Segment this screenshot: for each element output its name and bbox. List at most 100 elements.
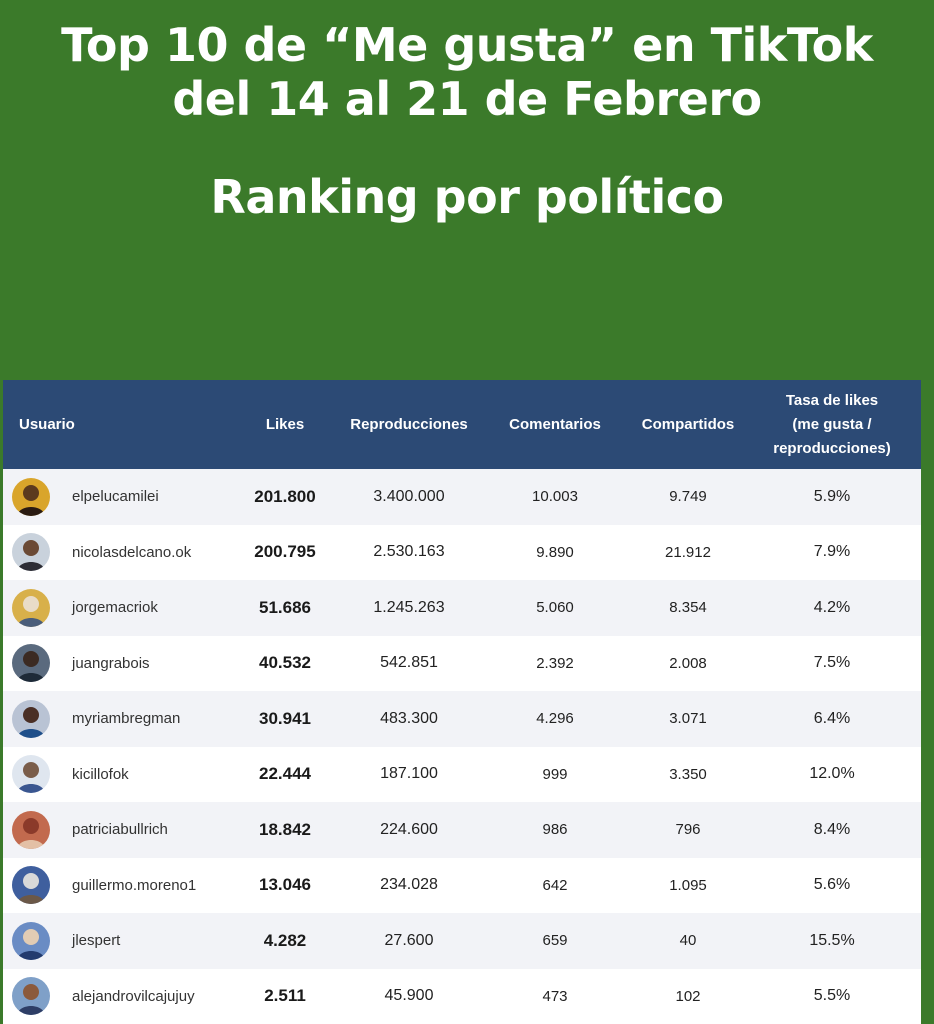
ranking-table: Usuario Likes Reproducciones Comentarios… xyxy=(3,380,921,1024)
cell-compartidos: 21.912 xyxy=(665,543,711,561)
cell-reproducciones: 224.600 xyxy=(380,820,438,838)
cell-tasa: 8.4% xyxy=(813,820,851,838)
cell-comentarios: 4.296 xyxy=(536,710,574,728)
cell-usuario: patriciabullrich xyxy=(3,802,229,858)
username: elpelucamilei xyxy=(72,488,159,506)
title-line-2: del 14 al 21 de Febrero xyxy=(172,72,762,126)
cell-tasa: 15.5% xyxy=(809,931,855,949)
header-tasa-line1: Tasa de likes xyxy=(785,391,879,409)
title-block: Top 10 de “Me gusta” en TikTok del 14 al… xyxy=(0,18,934,224)
user-cell: nicolasdelcano.ok xyxy=(12,533,229,572)
username: jorgemacriok xyxy=(72,599,158,617)
cell-compartidos: 40 xyxy=(679,932,697,950)
table-row: elpelucamilei 201.800 3.400.000 10.003 9.749… xyxy=(3,469,921,525)
table-row: jorgemacriok 51.686 1.245.263 5.060 8.354 4.2… xyxy=(3,580,921,636)
cell-compartidos: 8.354 xyxy=(669,599,707,617)
table-row: nicolasdelcano.ok 200.795 2.530.163 9.890 21… xyxy=(3,524,921,581)
cell-comentarios: 642 xyxy=(542,876,568,894)
user-cell: alejandrovilcajujuy xyxy=(12,977,229,1016)
cell-tasa: 5.9% xyxy=(813,487,851,505)
table-row: juangrabois 40.532 542.851 2.392 2.008 7.5% xyxy=(3,635,921,692)
user-cell: elpelucamilei xyxy=(12,477,229,516)
avatar-icon xyxy=(12,755,50,794)
user-cell: jorgemacriok xyxy=(12,588,229,627)
cell-reproducciones: 2.530.163 xyxy=(373,543,445,561)
cell-usuario: myriambregman xyxy=(3,691,229,747)
cell-likes: 40.532 xyxy=(259,653,311,673)
cell-comentarios: 10.003 xyxy=(532,488,578,506)
cell-tasa: 7.9% xyxy=(813,543,851,561)
cell-compartidos: 1.095 xyxy=(669,876,707,894)
avatar-icon xyxy=(12,977,50,1016)
username: nicolasdelcano.ok xyxy=(72,543,192,561)
cell-compartidos: 9.749 xyxy=(669,488,707,506)
cell-likes: 201.800 xyxy=(254,486,316,506)
user-cell: jlespert xyxy=(12,921,229,960)
cell-compartidos: 3.350 xyxy=(669,765,707,783)
avatar-icon xyxy=(12,810,50,849)
table-row: guillermo.moreno1 13.046 234.028 642 1.095 5.… xyxy=(3,857,921,914)
cell-usuario: jorgemacriok xyxy=(3,580,229,636)
user-cell: guillermo.moreno1 xyxy=(12,866,229,905)
header-usuario: Usuario xyxy=(19,415,75,433)
cell-comentarios: 659 xyxy=(542,932,568,950)
cell-comentarios: 473 xyxy=(542,987,568,1005)
cell-likes: 22.444 xyxy=(259,764,311,784)
header-compartidos: Compartidos xyxy=(641,415,735,433)
cell-reproducciones: 45.900 xyxy=(384,987,434,1005)
cell-likes: 13.046 xyxy=(259,875,311,895)
avatar-icon xyxy=(12,644,50,683)
cell-comentarios: 999 xyxy=(542,765,568,783)
avatar-icon xyxy=(12,533,50,572)
table-row: kicillofok 22.444 187.100 999 3.350 12.0% xyxy=(3,746,921,803)
cell-compartidos: 796 xyxy=(675,821,701,839)
cell-comentarios: 5.060 xyxy=(536,599,574,617)
cell-reproducciones: 187.100 xyxy=(380,765,438,783)
cell-usuario: juangrabois xyxy=(3,636,229,692)
cell-tasa: 12.0% xyxy=(809,765,855,783)
avatar-icon xyxy=(12,921,50,960)
cell-reproducciones: 483.300 xyxy=(380,709,438,727)
table-row: alejandrovilcajujuy 2.511 45.900 473 102 5.5% xyxy=(3,968,921,1024)
subtitle: Ranking por político xyxy=(210,170,724,224)
cell-compartidos: 2.008 xyxy=(669,654,707,672)
cell-reproducciones: 3.400.000 xyxy=(373,487,445,505)
cell-comentarios: 2.392 xyxy=(536,654,574,672)
user-cell: kicillofok xyxy=(12,755,229,794)
avatar-icon xyxy=(12,588,50,627)
avatar-icon xyxy=(12,866,50,905)
cell-tasa: 4.2% xyxy=(813,598,851,616)
cell-tasa: 6.4% xyxy=(813,709,851,727)
table-row: myriambregman 30.941 483.300 4.296 3.071 6.4% xyxy=(3,691,921,747)
avatar-icon xyxy=(12,699,50,738)
cell-usuario: kicillofok xyxy=(3,747,229,803)
cell-usuario: elpelucamilei xyxy=(3,469,229,525)
cell-tasa: 5.5% xyxy=(813,987,851,1005)
username: kicillofok xyxy=(72,765,129,783)
cell-likes: 4.282 xyxy=(263,930,307,950)
cell-usuario: jlespert xyxy=(3,913,229,969)
header-likes: Likes xyxy=(265,415,305,433)
cell-compartidos: 102 xyxy=(675,987,701,1005)
cell-tasa: 7.5% xyxy=(813,654,851,672)
username: patriciabullrich xyxy=(72,821,168,839)
cell-compartidos: 3.071 xyxy=(669,710,707,728)
cell-usuario: guillermo.moreno1 xyxy=(3,858,229,914)
cell-likes: 30.941 xyxy=(259,708,311,728)
header-comentarios: Comentarios xyxy=(509,415,601,433)
username: juangrabois xyxy=(72,654,150,672)
header-tasa: Tasa de likes (me gusta / reproducciones… xyxy=(743,380,921,469)
cell-comentarios: 986 xyxy=(542,821,568,839)
cell-likes: 2.511 xyxy=(264,986,306,1006)
cell-comentarios: 9.890 xyxy=(536,543,574,561)
table-row: patriciabullrich 18.842 224.600 986 796 8.4% xyxy=(3,802,921,858)
cell-reproducciones: 27.600 xyxy=(384,931,434,949)
cell-usuario: nicolasdelcano.ok xyxy=(3,525,229,581)
cell-reproducciones: 234.028 xyxy=(380,876,438,894)
cell-tasa: 5.6% xyxy=(813,876,851,894)
cell-reproducciones: 542.851 xyxy=(380,654,438,672)
user-cell: myriambregman xyxy=(12,699,229,738)
avatar-icon xyxy=(12,477,50,516)
username: alejandrovilcajujuy xyxy=(72,987,195,1005)
cell-likes: 51.686 xyxy=(259,597,311,617)
